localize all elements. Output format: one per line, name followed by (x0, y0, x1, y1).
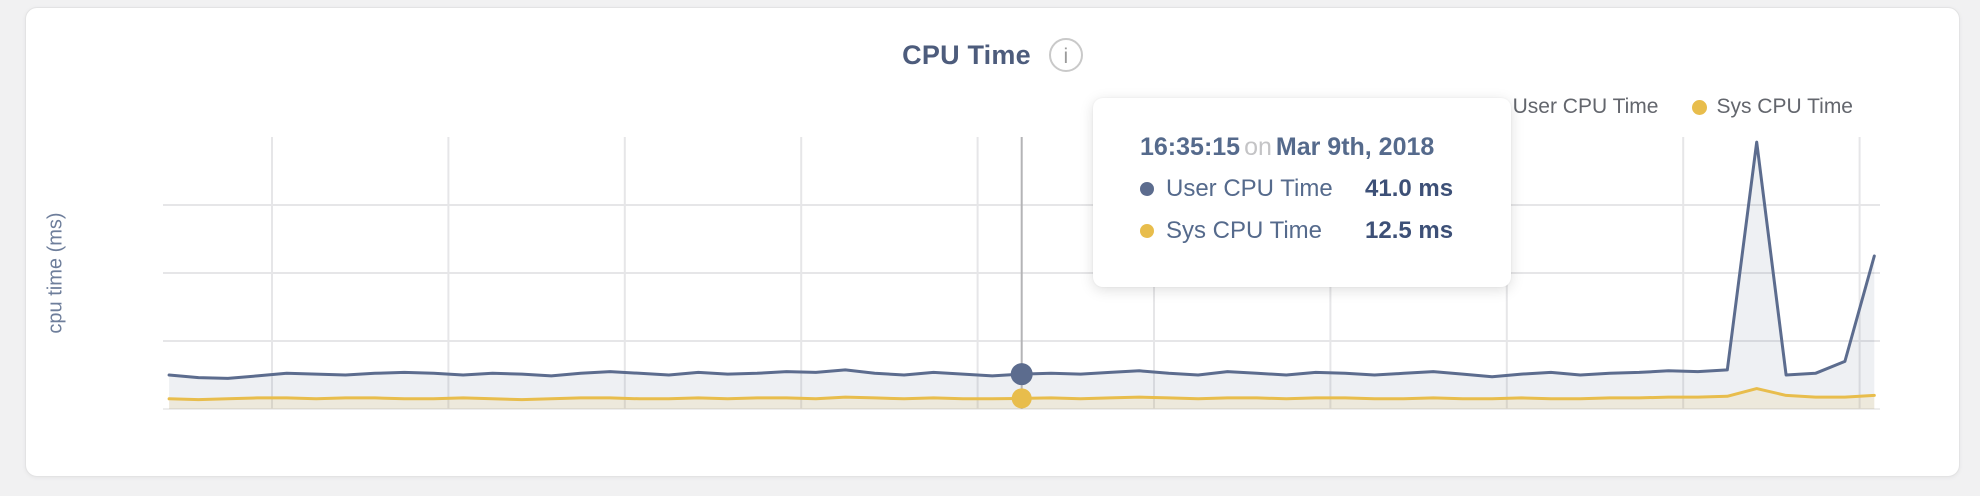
tooltip-series-label: User CPU Time (1166, 175, 1333, 202)
tooltip-row-user: User CPU Time 41.0 ms (1140, 174, 1481, 204)
tooltip-date: Mar 9th, 2018 (1275, 133, 1435, 161)
legend-item-user-cpu-time[interactable]: User CPU Time (1488, 95, 1659, 119)
chart-legend: User CPU Time Sys CPU Time (1488, 95, 1853, 119)
tooltip-dot-user-icon (1140, 182, 1154, 196)
tooltip-time: 16:35:15 (1140, 133, 1241, 161)
chart-title: CPU Time (902, 39, 1031, 70)
tooltip-connector: on (1244, 133, 1272, 161)
tooltip-series-label: Sys CPU Time (1166, 217, 1323, 244)
tooltip-row-sys: Sys CPU Time 12.5 ms (1140, 216, 1481, 246)
tooltip-series-value: 41.0 ms (1365, 175, 1454, 202)
info-icon[interactable]: i (1048, 38, 1083, 72)
tooltip-series-value: 12.5 ms (1365, 217, 1454, 244)
tooltip-dot-sys-icon (1140, 224, 1154, 238)
tooltip-header: 16:35:15 on Mar 9th, 2018 (1140, 132, 1481, 162)
legend-label: Sys CPU Time (1716, 95, 1853, 118)
chart-header: CPU Time i (25, 38, 1960, 72)
legend-label: User CPU Time (1512, 95, 1659, 118)
legend-item-sys-cpu-time[interactable]: Sys CPU Time (1692, 95, 1853, 119)
y-axis-title: cpu time (ms) (44, 212, 67, 334)
legend-dot-sys-icon (1692, 99, 1708, 115)
chart-tooltip: 16:35:15 on Mar 9th, 2018 User CPU Time 41… (1093, 98, 1511, 287)
